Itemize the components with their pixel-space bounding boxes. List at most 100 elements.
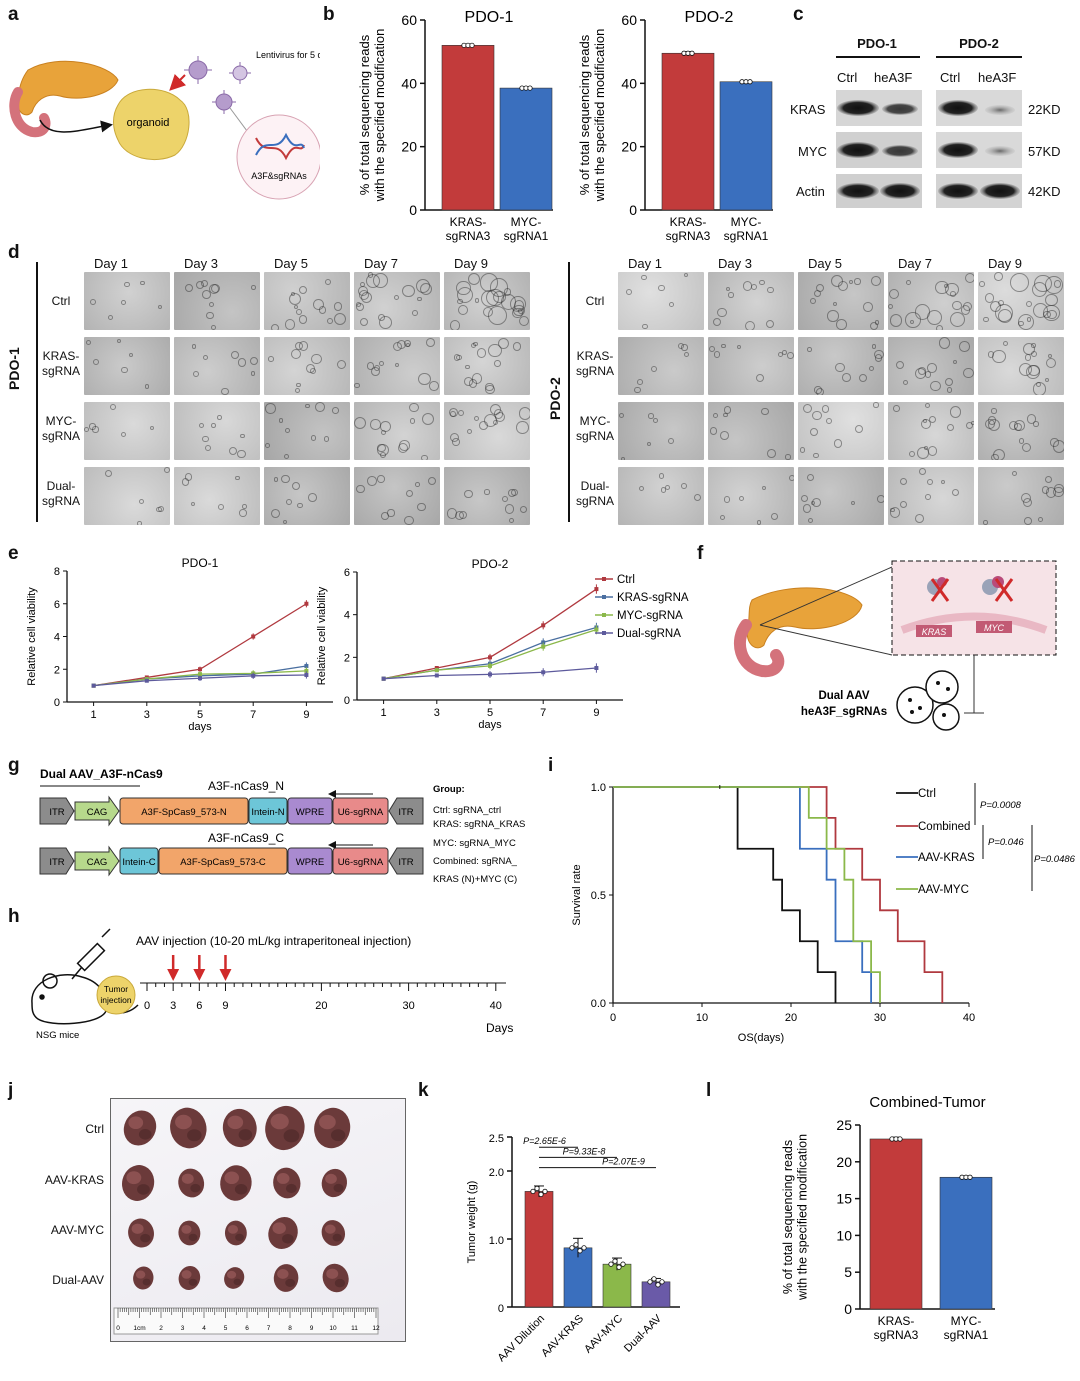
y-tick-label: 20 — [401, 139, 417, 155]
construct-title: Dual AAV_A3F-nCas9 — [40, 767, 163, 781]
tumor-highlight — [325, 1173, 337, 1184]
group-item: MYC: sgRNA_MYC — [433, 838, 516, 849]
protein-label: MYC — [798, 144, 827, 159]
x-tick-label: sgRNA3 — [666, 229, 711, 243]
blot-group-2: PDO-2 — [959, 36, 999, 51]
lane-label: heA3F — [874, 70, 913, 85]
x-tick-label: 0 — [610, 1012, 616, 1024]
ruler-label: 10 — [329, 1325, 337, 1332]
dna-icon — [255, 132, 305, 161]
construct-element-label: ITR — [49, 807, 64, 818]
blot-group-1: PDO-1 — [857, 36, 897, 51]
tumor-specimen — [321, 1220, 346, 1246]
panel-g-constructs: Dual AAV_A3F-nCas9 A3F-nCas9_N ITR CAG A3F… — [39, 767, 525, 885]
micrograph — [444, 467, 530, 525]
chart-l: 0 5 10 15 20 25 KRAS-sgRNA3 MYC-sgRNA1 Combined-… — [781, 1094, 995, 1342]
panel-letter-j: j — [8, 1080, 14, 1101]
x-tick-label: 5 — [487, 707, 493, 719]
day-label: Day 1 — [628, 256, 662, 271]
pancreas-icon — [733, 587, 863, 678]
timeline-tick-label: 6 — [196, 1000, 202, 1012]
micrograph — [978, 467, 1064, 525]
construct-element — [388, 847, 424, 875]
micrograph — [708, 402, 794, 460]
tumor-body — [321, 1168, 347, 1198]
micrograph — [888, 272, 974, 330]
panel-f-schematic: KRAS MYC Dual AAV heA3F_sgRNAs — [733, 560, 1057, 731]
x-tick-label: KRAS- — [878, 1314, 915, 1328]
tumor-specimen — [224, 1220, 247, 1246]
kd-label: 22KD — [1028, 102, 1061, 117]
tumor-body — [122, 1165, 155, 1201]
micrograph — [264, 272, 350, 330]
y-tick-label: 2.5 — [489, 1133, 504, 1145]
tumor-highlight — [128, 1116, 144, 1130]
micrograph — [174, 467, 260, 525]
tumor-specimen — [178, 1168, 205, 1198]
aav-label-1: Dual AAV — [818, 690, 869, 702]
x-tick-label: MYC- — [731, 215, 762, 229]
x-tick-label: AAV Dilution — [496, 1313, 548, 1365]
panel-d-microscopy: PDO-1 PDO-2 Day 1 Day 3 Day 5 Day 7 Day 9 Ctr… — [0, 250, 1080, 530]
data-point — [577, 1248, 583, 1254]
micrograph — [354, 402, 440, 460]
x-tick-label: 10 — [696, 1012, 708, 1024]
survival-curve — [613, 786, 837, 1003]
y-tick-label: 0 — [844, 1301, 852, 1317]
tumor-shadow — [235, 1233, 244, 1242]
x-tick-label: KRAS- — [450, 215, 487, 229]
lane-label: Ctrl — [940, 70, 961, 85]
tumor-highlight — [181, 1270, 192, 1279]
y-axis-label: Relative cell viability — [26, 587, 38, 686]
timeline-title: AAV injection (10-20 mL/kg intraperitone… — [136, 934, 411, 948]
micrograph — [798, 467, 884, 525]
y-tick-label: 5 — [844, 1264, 852, 1280]
construct-n-label: A3F-nCas9_N — [208, 779, 284, 793]
legend-marker — [602, 613, 606, 617]
tumor-highlight — [272, 1222, 286, 1234]
tumor-shadow — [188, 1233, 198, 1242]
y-tick-label: 2 — [344, 652, 350, 664]
data-point — [608, 1261, 614, 1267]
survival-curve — [613, 786, 872, 1003]
chart-title: PDO-2 — [472, 557, 509, 571]
micrograph — [618, 337, 704, 395]
data-point — [527, 85, 533, 91]
panel-b-charts: 0 20 40 60 KRAS-sgRNA3 MYC-sgRNA1 PDO-1 % of to… — [357, 9, 773, 243]
x-tick-label: sgRNA1 — [724, 229, 769, 243]
row-label: KRAS- sgRNA — [41, 349, 80, 378]
y-tick-label: 0.5 — [591, 890, 606, 902]
tumor-shadow — [333, 1183, 344, 1193]
protein-label: Actin — [796, 184, 825, 199]
tumor-specimen — [314, 1107, 351, 1149]
tumor-body — [273, 1167, 301, 1199]
micrograph — [444, 272, 530, 330]
bar — [563, 1247, 593, 1308]
chart-b1: 0 20 40 60 KRAS-sgRNA3 MYC-sgRNA1 PDO-1 % of to… — [357, 9, 553, 243]
micrograph — [618, 272, 704, 330]
y-tick-label: 0 — [498, 1303, 504, 1315]
y-tick-label: 25 — [836, 1117, 852, 1133]
legend-marker — [602, 595, 606, 599]
ruler-label: 5 — [224, 1325, 228, 1332]
y-tick-label: 20 — [836, 1154, 852, 1170]
tumor-highlight — [226, 1270, 237, 1279]
tumor-shadow — [140, 1233, 151, 1243]
construct-element-label: ITR — [49, 857, 64, 868]
x-tick-label: 7 — [540, 707, 546, 719]
tumor-body — [178, 1266, 201, 1290]
data-point — [655, 1282, 661, 1288]
construct-element-label: ITR — [398, 857, 413, 868]
x-tick-label: 1 — [91, 709, 97, 721]
x-tick-label: sgRNA3 — [446, 229, 491, 243]
panel-letter-d: d — [8, 242, 20, 263]
tumor-specimen — [133, 1266, 154, 1290]
row-label: Ctrl — [51, 294, 71, 308]
row-label: Ctrl — [585, 294, 605, 308]
day-label: Day 7 — [364, 256, 398, 271]
timeline-tick-label: 3 — [170, 1000, 176, 1012]
y-tick-label: 10 — [836, 1227, 852, 1243]
day-label: Day 5 — [808, 256, 842, 271]
tumor-shadow — [234, 1184, 248, 1195]
tumor-highlight — [227, 1115, 244, 1130]
